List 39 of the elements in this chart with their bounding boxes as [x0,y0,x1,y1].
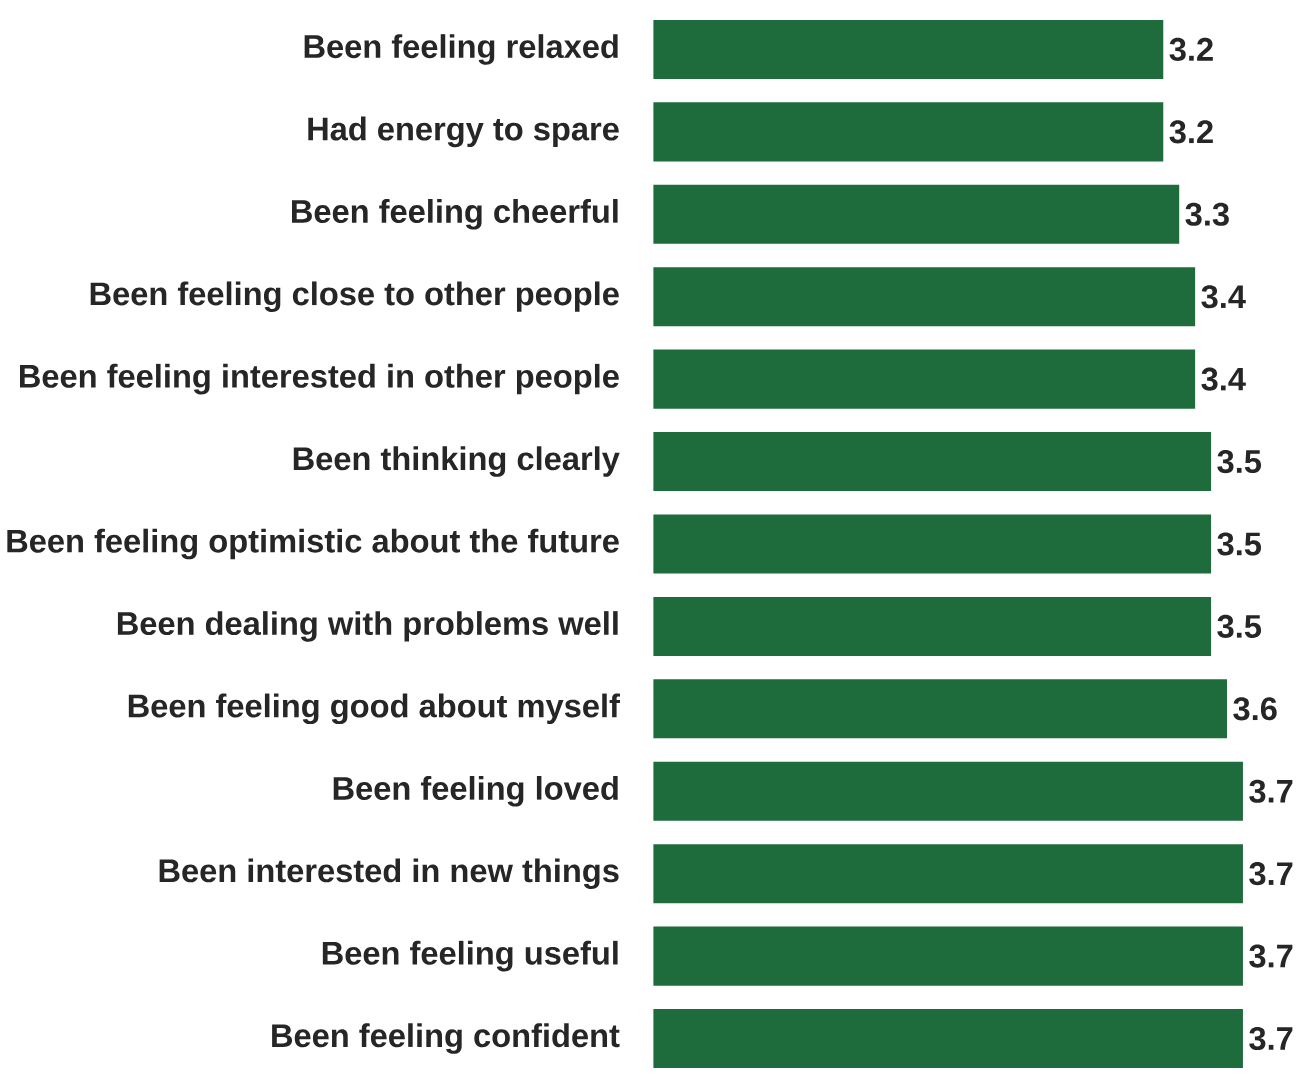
bar [653,679,1228,739]
bar [653,1009,1243,1069]
data-label: 3.3 [1185,202,1229,226]
data-label: 3.4 [1201,285,1246,309]
y-tick-label: Been interested in new things [159,858,619,889]
y-tick-label: Been feeling useful [322,940,618,972]
y-tick-label: Been feeling optimistic about the future [7,528,619,560]
data-label: 3.7 [1249,862,1293,886]
y-tick-label: Been feeling confident [272,1023,620,1054]
bar [653,102,1164,162]
data-label: 3.5 [1217,450,1262,474]
y-tick-label: Been dealing with problems well [117,611,618,642]
y-tick-label: Been feeling interested in other people [19,363,619,395]
bar [653,349,1196,409]
bar [653,761,1243,821]
y-tick-label: Had energy to spare [308,116,619,148]
bar [653,267,1196,327]
bar [653,596,1212,656]
bar [653,432,1212,492]
y-tick-label: Been feeling close to other people [90,281,619,313]
data-label: 3.5 [1217,614,1262,638]
y-tick-label: Been thinking clearly [293,446,620,477]
data-label: 3.7 [1249,944,1293,968]
data-label: 3.7 [1249,1026,1293,1051]
data-label: 3.7 [1249,779,1293,803]
data-label: 3.2 [1169,37,1213,62]
data-label: 3.4 [1201,367,1246,391]
y-tick-label: Been feeling relaxed [304,34,618,65]
data-label: 3.5 [1217,532,1262,556]
y-tick-label: Been feeling good about myself [128,693,620,725]
data-label: 3.2 [1169,120,1213,144]
bar [653,514,1212,574]
data-label: 3.6 [1233,697,1277,721]
y-tick-label: Been feeling loved [333,776,618,807]
bar [653,926,1243,986]
y-tick-label: Been feeling cheerful [292,199,618,230]
bar [653,19,1164,79]
bar [653,184,1180,244]
bar [653,844,1243,904]
